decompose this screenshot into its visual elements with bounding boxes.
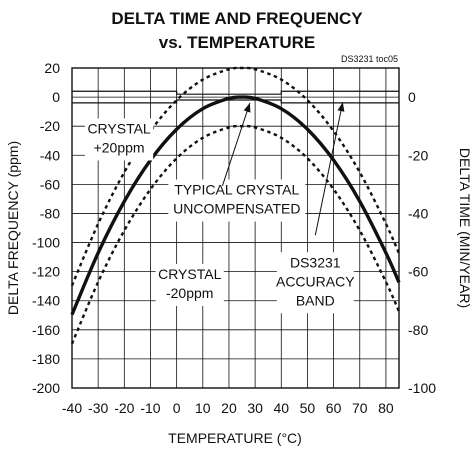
annotation-bg-1 [168,179,306,222]
y2-tick-label-1: -20 [408,147,428,163]
tick-labels: -40 -30 -20 -10 0 10 20 30 40 50 60 70 80200-20-40-6… [32,60,436,416]
y-tick-label-1: 0 [52,89,60,105]
x-tick-label-5: 10 [195,400,211,416]
annotation-0-line-0: CRYSTAL [87,120,150,136]
leader-accuracy-band-head [337,102,345,112]
y-tick-label-0: 20 [44,60,60,76]
leader-accuracy-band [314,102,344,236]
annotation-2-line-0: DS3231 [290,254,341,270]
y-tick-label-8: -140 [32,293,60,309]
y2-tick-label-2: -40 [408,205,428,221]
y-axis-label: DELTA FREQUENCY (ppm) [5,141,21,315]
annotations: CRYSTAL +20ppm TYPICAL CRYSTAL UNCOMPENSATE… [84,102,355,314]
y-tick-label-3: -40 [40,147,60,163]
y2-axis-label: DELTA TIME (MIN/YEAR) [457,148,473,308]
x-tick-label-0: -40 [62,400,82,416]
x-tick-label-7: 30 [247,400,263,416]
annotation-2-line-2: BAND [296,292,335,308]
annotation-bg-2 [276,252,354,314]
x-tick-label-6: 20 [221,400,237,416]
annotation-2-line-1: ACCURACY [276,273,355,289]
x-tick-label-11: 70 [352,400,368,416]
chart-note: DS3231 toc05 [341,54,398,64]
y-tick-label-7: -120 [32,264,60,280]
annotation-bg-0 [84,118,154,161]
y-tick-label-9: -160 [32,322,60,338]
y2-tick-label-5: -100 [408,380,436,396]
x-tick-label-3: -10 [140,400,160,416]
x-tick-label-9: 50 [300,400,316,416]
series-line-0 [70,95,401,316]
x-tick-label-12: 80 [378,400,394,416]
x-tick-label-10: 60 [326,400,342,416]
annotation-1-line-0: TYPICAL CRYSTAL [174,182,299,198]
annotation-bg-3 [155,263,224,306]
accuracy-band-lower [72,99,399,104]
y-tick-label-11: -200 [32,380,60,396]
y2-tick-label-4: -80 [408,322,428,338]
y-tick-label-5: -80 [40,205,60,221]
x-tick-label-2: -20 [114,400,134,416]
x-tick-label-4: 0 [173,400,181,416]
y2-tick-label-3: -60 [408,264,428,280]
annotation-3-line-0: CRYSTAL [158,266,221,282]
annotation-1-line-1: UNCOMPENSATED [173,201,300,217]
y-tick-label-6: -100 [32,235,60,251]
chart-title-line-1: DELTA TIME AND FREQUENCY [111,9,363,28]
y-tick-label-10: -180 [32,351,60,367]
chart-title-line-2: vs. TEMPERATURE [159,33,316,52]
leader-typical-crystal [221,102,251,186]
x-axis-label: TEMPERATURE (°C) [168,430,302,446]
y2-tick-label-0: 0 [408,89,416,105]
leader-typical-crystal-head [243,102,251,113]
annotation-3-line-1: -20ppm [166,285,213,301]
x-tick-label-8: 40 [273,400,289,416]
annotation-0-line-1: +20ppm [94,139,145,155]
x-tick-label-1: -30 [88,400,108,416]
y-tick-label-2: -20 [40,118,60,134]
accuracy-band-upper [72,90,399,95]
grid-lines [71,67,399,389]
plot-frame [71,67,400,389]
y-tick-label-4: -60 [40,176,60,192]
